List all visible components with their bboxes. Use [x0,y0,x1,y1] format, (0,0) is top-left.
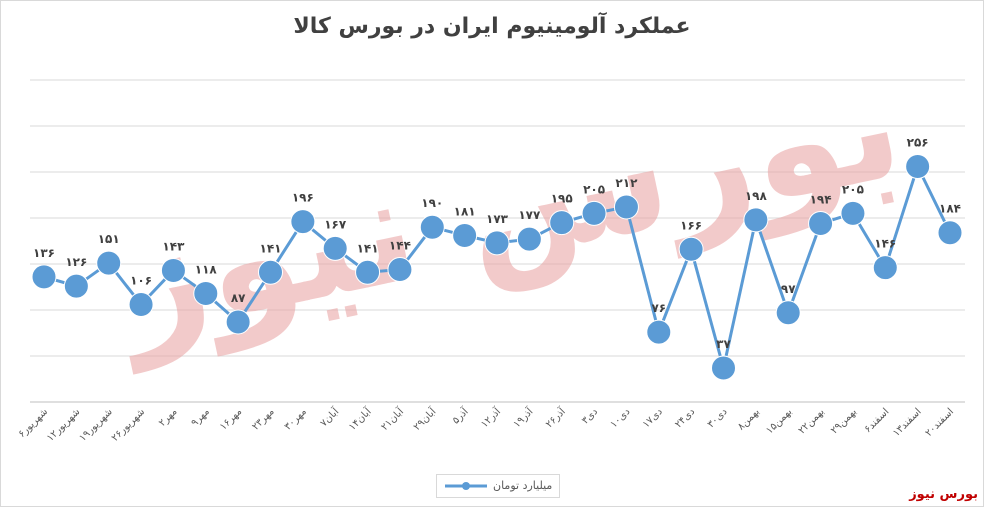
data-point [743,207,769,233]
x-tick-label: ۱۵بهمن [764,406,794,436]
data-label: ۱۴۱ [260,241,282,255]
data-point [678,236,704,262]
data-point [387,257,413,283]
gridlines [30,79,965,403]
x-tick-label: ۲۶آذر [543,404,569,430]
data-label: ۱۰۶ [130,273,152,287]
data-point [322,235,348,261]
x-tick-label: ۱۷دی [641,406,665,430]
data-label: ۱۳۶ [33,246,55,260]
brand-logo: بورس نیوز [909,487,978,502]
data-label: ۱۸۴ [939,202,961,216]
x-tick-label: ۲۹بهمن [829,406,859,436]
x-tick-label: ۲۱آبان [378,404,407,433]
data-label: ۱۴۱ [357,241,379,255]
data-point [160,257,186,283]
data-point [355,259,381,285]
x-tick-label: ۹مهر [189,406,212,429]
data-label: ۲۰۵ [583,182,605,196]
data-point [258,259,283,285]
data-label: ۱۶۷ [324,217,347,231]
data-label: ۱۴۶ [874,237,896,251]
watermark: بورس نیوز [96,37,916,375]
data-label: ۲۰۵ [842,182,864,196]
data-label: ۱۹۴ [810,193,832,207]
series-layer: ۱۳۶ ۱۲۶ ۱۵۱ ۱۰۶ ۱۴۳ ۱۱۸ ۸۷ ۱۴۱ ۱۹۶ ۱۶۷ ۱۴۱ ۱۴۴ ۱۹۰ ۱۸… [31,135,963,381]
data-point [775,300,801,326]
x-tick-label: ۱۹آذر [510,404,536,430]
data-label: ۱۱۸ [195,262,218,276]
x-tick-label: ۲۴دی [673,406,697,430]
data-label: ۱۷۳ [486,212,509,226]
x-tick-label: ۱۳اسفند [891,406,924,439]
data-label: ۱۹۶ [292,191,314,205]
data-point [419,214,445,240]
legend: میلیارد تومان [436,474,560,498]
x-tick-label: ۲۶شهریور [110,406,148,444]
x-tick-label: ۵آذر [449,404,471,426]
x-tick-label: ۳۰دی [706,406,730,430]
data-point [613,194,639,220]
data-point [452,222,478,248]
data-point [31,264,57,290]
data-point [872,255,898,281]
x-tick-label: ۸بهمن [736,406,762,432]
x-tick-label: ۱۲آذر [478,404,504,430]
data-label: ۸۷ [231,291,246,305]
data-point [549,210,575,236]
x-tick-label: ۲۰اسفند [923,406,956,439]
data-point [516,226,542,252]
data-point [63,273,89,299]
data-label: ۲۵۶ [907,135,929,149]
watermark-text: بورس نیوز [96,37,916,375]
x-tick-label: ۲۲بهمن [797,406,827,436]
data-label: ۱۵۱ [98,232,120,246]
x-tick-label: ۶اسفند [863,406,892,435]
x-tick-label: ۱۴آبان [346,404,375,433]
data-label: ۱۴۳ [162,239,185,253]
data-point [711,355,736,381]
x-tick-label: ۱۲شهریور [45,406,83,444]
data-label: ۳۷ [716,337,731,351]
data-point [646,319,672,345]
data-point [193,280,219,306]
x-tick-label: ۱۶مهر [218,406,244,432]
legend-label: میلیارد تومان [493,479,553,492]
data-label: ۱۶۶ [680,218,702,232]
data-label: ۷۶ [651,301,666,315]
chart-title: عملکرد آلومینیوم ایران در بورس کالا [293,14,691,39]
data-point [290,209,316,235]
data-label: ۹۷ [781,282,796,296]
data-label: ۱۷۷ [518,208,541,222]
data-point [840,200,866,226]
x-tick-label: ۳۰مهر [283,406,309,432]
data-point [128,291,154,317]
x-tick-label: ۲۳مهر [250,406,276,432]
data-point [581,200,607,226]
data-label: ۱۹۰ [421,196,443,210]
x-tick-label: ۲۹آبان [410,404,439,433]
data-label: ۱۸۱ [454,204,476,218]
data-label: ۱۹۵ [551,192,573,206]
x-tick-label: ۲مهر [157,406,180,429]
x-tick-label: ۳دی [580,406,600,426]
data-label: ۱۴۴ [389,239,411,253]
data-label: ۱۲۶ [65,255,87,269]
x-tick-label: ۱۹شهریور [77,406,115,444]
legend-line-icon [445,482,487,490]
data-point [808,211,834,237]
data-label: ۱۹۸ [745,189,768,203]
data-point [937,220,963,246]
x-tick-label: ۱۰دی [608,406,632,430]
data-point [905,153,931,179]
x-tick-label: ۷آبان [317,404,342,429]
data-point [225,309,251,335]
data-point [484,230,510,256]
data-point [96,250,122,276]
data-label: ۲۱۲ [615,176,638,190]
